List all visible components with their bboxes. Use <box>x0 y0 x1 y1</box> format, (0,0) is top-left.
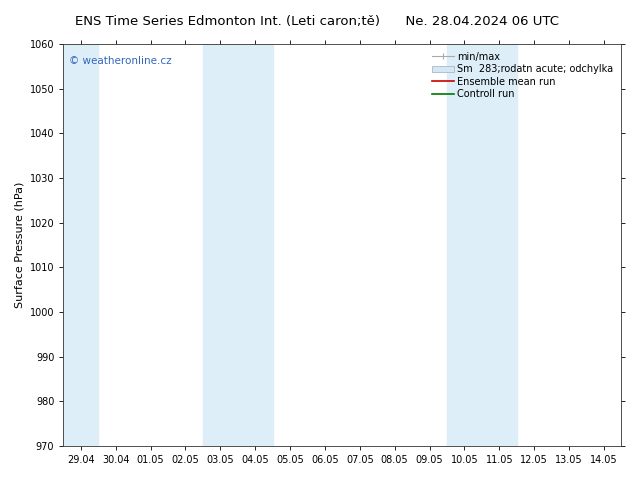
Bar <box>447 44 517 446</box>
Bar <box>203 44 273 446</box>
Legend: min/max, Sm  283;rodatn acute; odchylka, Ensemble mean run, Controll run: min/max, Sm 283;rodatn acute; odchylka, … <box>429 49 616 102</box>
Text: ENS Time Series Edmonton Int. (Leti caron;tě)      Ne. 28.04.2024 06 UTC: ENS Time Series Edmonton Int. (Leti caro… <box>75 15 559 28</box>
Bar <box>63 44 98 446</box>
Text: © weatheronline.cz: © weatheronline.cz <box>69 56 172 66</box>
Y-axis label: Surface Pressure (hPa): Surface Pressure (hPa) <box>14 182 24 308</box>
